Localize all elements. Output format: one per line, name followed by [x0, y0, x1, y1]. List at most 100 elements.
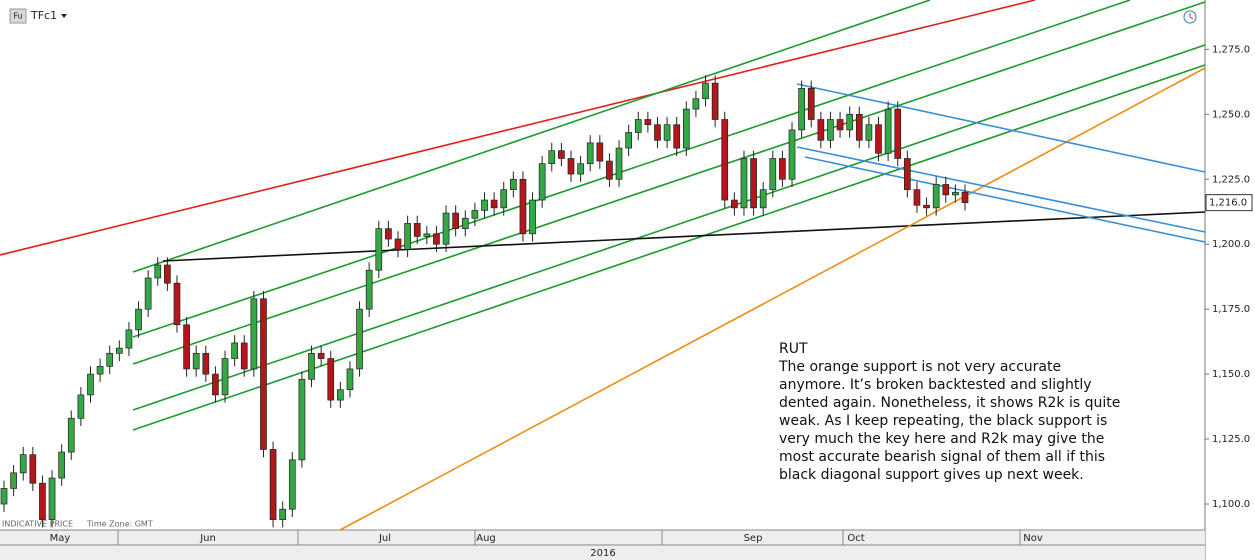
candle-body — [308, 352, 315, 380]
month-label: Jul — [378, 533, 391, 544]
candle-body — [567, 158, 575, 175]
candle-body — [144, 277, 152, 310]
candle-body — [192, 352, 200, 370]
candle-body — [855, 113, 863, 141]
candle-body — [317, 352, 325, 359]
candle-body — [87, 373, 94, 396]
candle-body — [827, 119, 834, 141]
candle-body — [682, 108, 690, 149]
candle-body — [404, 223, 411, 250]
y-tick-label: 1,175.0 — [1212, 304, 1250, 315]
trendlines — [0, 0, 1206, 531]
trendline — [162, 211, 1206, 262]
annotation-line: black diagonal support gives up next wee… — [779, 467, 1084, 483]
month-label: Nov — [1023, 533, 1043, 544]
last-price-box — [1205, 194, 1253, 212]
candle-body — [58, 451, 66, 479]
month-label: Sep — [744, 533, 763, 544]
y-tick-label: 1,225.0 — [1212, 174, 1250, 185]
candle-body — [221, 358, 229, 396]
candle-body — [135, 308, 142, 331]
trendline — [132, 0, 931, 273]
candle-body — [29, 454, 37, 484]
candle-body — [952, 191, 959, 196]
candle-body — [894, 108, 902, 159]
candle-body — [96, 365, 104, 375]
y-tick-label: 1,275.0 — [1212, 44, 1250, 55]
candle-body — [337, 389, 344, 401]
candle-body — [961, 191, 969, 203]
candle-body — [509, 178, 517, 191]
candle-body — [692, 98, 700, 110]
candle-body — [356, 308, 363, 370]
candle-body — [663, 124, 671, 141]
candle-body — [48, 477, 56, 520]
candle-body — [471, 210, 479, 219]
year-label: 2016 — [590, 548, 615, 559]
candle-body — [183, 324, 190, 370]
candle-body — [548, 150, 556, 165]
candle-body — [0, 488, 8, 505]
trendline — [0, 0, 1036, 256]
annotation-title: RUT — [779, 341, 808, 357]
candle-body — [519, 178, 527, 235]
candle-body — [836, 119, 844, 131]
candle-body — [625, 132, 633, 149]
candle-body — [807, 87, 815, 120]
candle-body — [615, 147, 623, 180]
candle-body — [173, 282, 181, 326]
symbol: TFc1 — [30, 9, 57, 22]
candle-body — [750, 158, 757, 209]
annotation-line: anymore. It’s broken backtested and slig… — [779, 377, 1092, 393]
candle-body — [481, 199, 488, 211]
candle-body — [279, 508, 287, 520]
candle-body — [740, 158, 748, 209]
candle-body — [779, 158, 786, 180]
trendline — [796, 146, 1206, 233]
candle-body — [721, 119, 729, 201]
candle-body — [461, 217, 469, 229]
trendline — [339, 67, 1206, 531]
last-price-label: 1,216.0 — [1209, 198, 1247, 209]
candle-body — [250, 298, 258, 370]
y-tick-label: 1,250.0 — [1212, 109, 1250, 120]
candle-body — [788, 129, 796, 180]
candle-body — [240, 342, 248, 370]
candle-body — [538, 163, 546, 201]
symbol-dropdown[interactable] — [61, 14, 67, 18]
symbol-badge — [9, 8, 27, 24]
candle-body — [19, 454, 27, 474]
annotation-line: very much the key here and R2k may give … — [779, 431, 1104, 447]
candles — [0, 75, 969, 528]
annotation-line: The orange support is not very accurate — [778, 359, 1061, 375]
candle-body — [375, 228, 383, 271]
candle-body — [923, 204, 930, 209]
candle-body — [490, 199, 498, 209]
candle-body — [529, 199, 536, 235]
candle-body — [77, 394, 85, 419]
candle-body — [644, 119, 652, 126]
candle-body — [586, 142, 594, 165]
candle-body — [942, 184, 950, 196]
candle-body — [500, 189, 508, 209]
y-axis-panel — [1205, 0, 1255, 545]
candle-body — [164, 264, 171, 284]
candle-body — [202, 352, 210, 375]
y-tick-label: 1,100.0 — [1212, 499, 1250, 510]
candle-body — [913, 189, 921, 206]
candle-body — [413, 223, 421, 237]
candle-body — [711, 82, 719, 120]
footer-timezone: Time Zone: GMT — [86, 520, 153, 529]
candle-body — [654, 124, 661, 141]
month-label: Oct — [847, 533, 864, 544]
candle-body — [231, 342, 238, 359]
annotation-line: most accurate bearish signal of them all… — [779, 449, 1105, 465]
candle-body — [932, 184, 940, 209]
candle-body — [365, 269, 373, 310]
candle-body — [10, 472, 17, 489]
candle-body — [260, 298, 267, 450]
candle-body — [798, 87, 805, 131]
month-label: Aug — [476, 533, 496, 544]
candle-body — [558, 150, 565, 159]
